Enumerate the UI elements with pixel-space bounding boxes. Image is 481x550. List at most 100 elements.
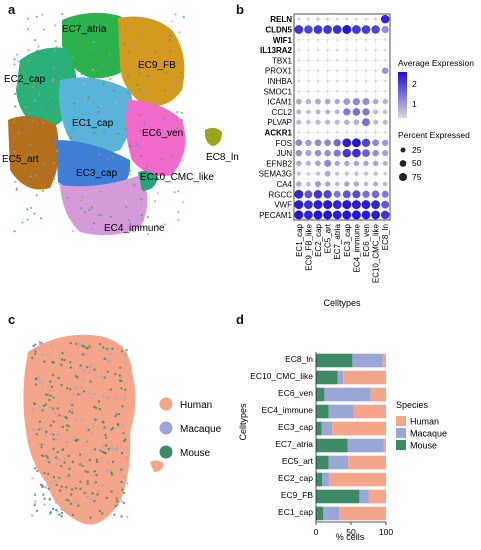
dotplot-dot	[355, 131, 358, 134]
dotplot-dot	[361, 210, 371, 220]
dotplot-dot	[381, 200, 390, 209]
umap-point	[62, 150, 65, 153]
umap-clusters-plot: EC7_atria EC9_FB EC2_cap EC1_cap EC6_ven…	[2, 12, 239, 236]
umap-point	[35, 85, 38, 88]
species-point	[57, 458, 61, 461]
umap-point	[83, 98, 86, 101]
dotplot-dot	[297, 38, 300, 41]
species-point	[60, 464, 63, 468]
species-point	[52, 420, 55, 423]
umap-point	[55, 66, 58, 69]
species-point	[118, 489, 121, 492]
species-point	[71, 403, 74, 407]
dotplot-dot	[334, 98, 340, 105]
dotplot-dot	[324, 159, 332, 167]
dotplot-dot	[342, 25, 352, 34]
species-point	[91, 468, 95, 471]
dotplot-dot	[297, 59, 300, 62]
bar-segment	[321, 421, 333, 436]
dotplot-dot	[305, 150, 312, 157]
umap-point	[142, 189, 145, 192]
gene-label: EFNB2	[266, 159, 292, 168]
species-point	[52, 396, 55, 399]
species-point	[88, 345, 91, 348]
gene-label: PLVAP	[267, 118, 292, 127]
cluster-label-ec6: EC6_ven	[142, 128, 183, 139]
dotplot-dot	[371, 200, 380, 209]
umap-point	[105, 163, 108, 166]
species-point	[94, 342, 97, 345]
umap-point	[87, 29, 90, 32]
umap-point	[13, 150, 16, 153]
dotplot-dot	[354, 171, 359, 176]
dotplot-dot	[296, 181, 302, 187]
dotplot-dot	[307, 48, 310, 52]
species-point	[123, 354, 126, 358]
gene-label: JUN	[276, 149, 292, 158]
dotplot-dot	[306, 171, 311, 176]
species-point	[61, 352, 64, 355]
umap-point	[176, 148, 179, 151]
umap-point	[123, 43, 127, 46]
umap-point	[28, 91, 31, 94]
species-point	[95, 458, 99, 461]
umap-point	[26, 208, 29, 211]
dotplot-dot	[303, 210, 313, 220]
species-point	[34, 450, 38, 453]
species-point	[46, 385, 50, 388]
species-point	[110, 473, 114, 476]
species-point	[42, 404, 46, 408]
umap-point	[169, 50, 172, 53]
dotplot-dot	[297, 69, 300, 72]
umap-point	[21, 221, 24, 224]
umap-point	[160, 158, 163, 161]
species-point	[64, 348, 68, 351]
umap-point	[182, 201, 185, 204]
umap-point	[40, 217, 43, 220]
umap-point	[118, 69, 121, 72]
cluster-label-ec7: EC7_atria	[62, 24, 107, 35]
species-point	[30, 514, 34, 517]
species-point	[88, 458, 92, 462]
species-point	[42, 443, 45, 447]
species-point	[36, 469, 39, 473]
umap-point	[174, 145, 177, 148]
bar-category-label: EC8_ln	[285, 354, 313, 364]
umap-point	[141, 142, 145, 145]
dotplot-dot	[382, 160, 388, 166]
expression-legend-title: Average Expression	[398, 58, 474, 68]
species-point	[102, 395, 105, 398]
species-point	[122, 475, 125, 479]
dotplot-dot	[342, 200, 352, 210]
bar-segment	[339, 506, 386, 521]
umap-point	[27, 49, 30, 52]
species-point	[83, 491, 86, 495]
gene-label: PROX1	[265, 67, 293, 76]
bar-segment	[383, 438, 386, 453]
umap-point	[124, 127, 127, 130]
dotplot-dot	[323, 210, 333, 220]
species-point	[67, 499, 70, 502]
dotplot-dot	[384, 48, 387, 52]
species-point	[95, 406, 98, 410]
bar-segment	[337, 370, 344, 385]
umap-point	[93, 173, 96, 177]
umap-point	[51, 138, 54, 141]
species-point	[62, 448, 65, 451]
umap-point	[127, 92, 130, 95]
celltype-label: EC3_cap	[343, 223, 352, 256]
species-point	[54, 479, 57, 483]
umap-point	[142, 59, 145, 62]
bar-segment	[316, 438, 348, 453]
umap-point	[120, 95, 123, 98]
umap-point	[90, 227, 93, 230]
cluster-regions	[8, 12, 222, 236]
species-point	[79, 377, 83, 381]
species-point	[58, 489, 62, 492]
panel-label-c: c	[8, 312, 16, 327]
celltype-label: EC5_art	[324, 223, 333, 253]
species-point	[69, 436, 72, 439]
species-point	[93, 448, 97, 451]
species-point	[102, 450, 105, 454]
bar-segment	[329, 472, 386, 487]
